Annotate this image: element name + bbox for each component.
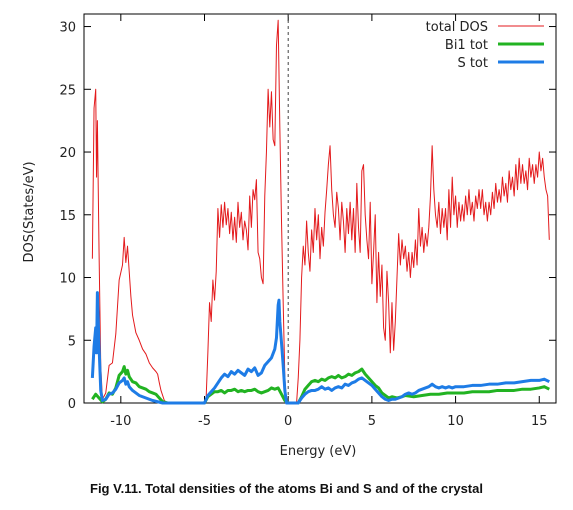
legend-label: S tot [457,56,488,71]
series-layer [90,19,550,405]
series-line-s-tot [90,291,550,405]
legend-label: total DOS [426,20,488,35]
legend-label: Bi1 tot [445,38,488,53]
plot-area: -10 -5 0 5 10 15 0 5 10 15 20 25 30 [59,13,557,429]
y-tick-label: 15 [59,209,76,224]
legend: total DOS Bi1 tot S tot [426,20,544,71]
x-tick-label: 15 [531,414,548,429]
y-axis-label: DOS(States/eV) [22,161,37,262]
y-tick-label: 20 [59,146,76,161]
figure-caption: Fig V.11. Total densities of the atoms B… [90,481,483,496]
y-tick-label: 10 [59,272,76,287]
x-tick-label: -5 [198,414,211,429]
dos-chart: -10 -5 0 5 10 15 0 5 10 15 20 25 30 total DOS Bi1 tot… [22,13,557,459]
y-tick-label: 30 [59,21,76,36]
x-tick-label: -10 [110,414,131,429]
plot-frame [83,13,557,404]
series-line-total-dos [91,19,550,404]
x-axis-label: Energy (eV) [280,444,357,459]
y-tick-label: 0 [68,397,76,412]
y-tick-label: 5 [68,334,76,349]
x-tick-label: 10 [447,414,464,429]
y-tick-label: 25 [59,83,76,98]
x-tick-label: 0 [284,414,292,429]
x-tick-label: 5 [368,414,376,429]
